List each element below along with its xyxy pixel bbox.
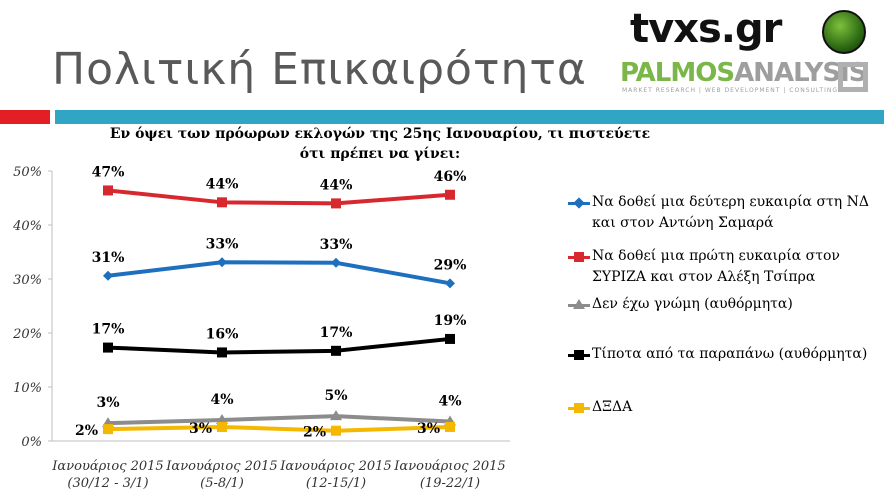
legend-marker xyxy=(568,197,590,209)
palmos-square-icon xyxy=(838,62,868,92)
data-label: 5% xyxy=(324,388,347,404)
data-label: 46% xyxy=(434,169,467,185)
palmos-logo-subtitle: MARKET RESEARCH | WEB DEVELOPMENT | CONS… xyxy=(622,87,838,94)
data-point xyxy=(445,421,455,432)
x-tick-label: (5-8/1) xyxy=(200,476,244,491)
legend-label: Να δοθεί μια πρώτη ευκαιρία στον ΣΥΡΙΖΑ … xyxy=(592,248,840,285)
header-accent-teal xyxy=(55,110,884,124)
series-line xyxy=(107,188,451,206)
legend-marker xyxy=(568,350,590,360)
data-label: 3% xyxy=(189,421,212,437)
data-point xyxy=(445,189,455,200)
globe-icon xyxy=(822,10,866,54)
data-label: 47% xyxy=(92,164,125,180)
data-label: 3% xyxy=(417,421,440,437)
data-label: 44% xyxy=(320,177,353,193)
header-accent-red xyxy=(0,110,50,124)
palmos-logo-part1: PALMOS xyxy=(620,58,735,88)
data-point xyxy=(216,413,228,424)
data-label: 2% xyxy=(303,425,326,441)
y-tick-label: 20% xyxy=(12,327,42,342)
data-label: 4% xyxy=(438,394,461,410)
x-tick-label: Ιανουάριος 2015 xyxy=(279,459,391,474)
legend-marker xyxy=(568,403,590,413)
chart-title: Εν όψει των πρόωρων εκλογών της 25ης Ιαν… xyxy=(109,126,651,162)
x-tick-label: Ιανουάριος 2015 xyxy=(165,459,277,474)
data-label: 17% xyxy=(320,325,353,341)
data-point xyxy=(217,347,227,358)
legend-marker xyxy=(568,252,590,262)
x-tick-label: Ιανουάριος 2015 xyxy=(51,459,163,474)
legend-label: Δεν έχω γνώμη (αυθόρμητα) xyxy=(592,296,793,312)
data-point xyxy=(445,333,455,344)
data-label: 2% xyxy=(75,423,98,439)
data-label: 16% xyxy=(206,326,239,342)
data-label: 31% xyxy=(92,250,125,266)
data-point xyxy=(217,257,227,268)
legend-label: ΔΞΔΑ xyxy=(592,399,633,415)
data-point xyxy=(217,421,227,432)
data-point xyxy=(331,198,341,209)
series-line xyxy=(107,260,451,286)
data-label: 33% xyxy=(320,237,353,253)
y-tick-label: 40% xyxy=(12,219,42,234)
y-tick-label: 50% xyxy=(13,165,42,180)
data-label: 3% xyxy=(96,395,119,411)
data-point xyxy=(103,185,113,196)
data-point xyxy=(103,342,113,353)
data-point xyxy=(445,278,455,289)
legend-marker xyxy=(568,299,590,309)
data-label: 4% xyxy=(210,392,233,408)
series-line xyxy=(107,414,451,426)
tvxs-logo: tvxs.gr xyxy=(630,6,782,52)
data-label: 17% xyxy=(92,322,125,338)
x-tick-label: (19-22/1) xyxy=(420,476,480,491)
data-point xyxy=(330,410,342,421)
series-line xyxy=(107,424,451,433)
palmos-logo: PALMOSANALYSIS xyxy=(620,58,868,88)
legend-label: Να δοθεί μια δεύτερη ευκαιρία στη ΝΔ και… xyxy=(592,194,869,231)
y-tick-label: 0% xyxy=(21,435,42,450)
data-label: 33% xyxy=(206,236,239,252)
page-title: Πολιτική Επικαιρότητα xyxy=(52,44,587,95)
y-tick-label: 10% xyxy=(13,381,42,396)
legend-label: Τίποτα από τα παραπάνω (αυθόρμητα) xyxy=(592,346,868,362)
data-point xyxy=(217,197,227,208)
x-tick-label: (12-15/1) xyxy=(306,476,366,491)
data-point xyxy=(331,257,341,268)
data-point xyxy=(331,425,341,436)
y-tick-label: 30% xyxy=(13,273,42,288)
data-point xyxy=(103,424,113,435)
data-label: 29% xyxy=(434,257,467,273)
data-point xyxy=(103,270,113,281)
series-line xyxy=(107,336,451,355)
x-tick-label: (30/12 - 3/1) xyxy=(67,476,148,491)
data-label: 19% xyxy=(434,313,467,329)
x-tick-label: Ιανουάριος 2015 xyxy=(393,459,505,474)
data-point xyxy=(331,345,341,356)
data-label: 44% xyxy=(206,176,239,192)
